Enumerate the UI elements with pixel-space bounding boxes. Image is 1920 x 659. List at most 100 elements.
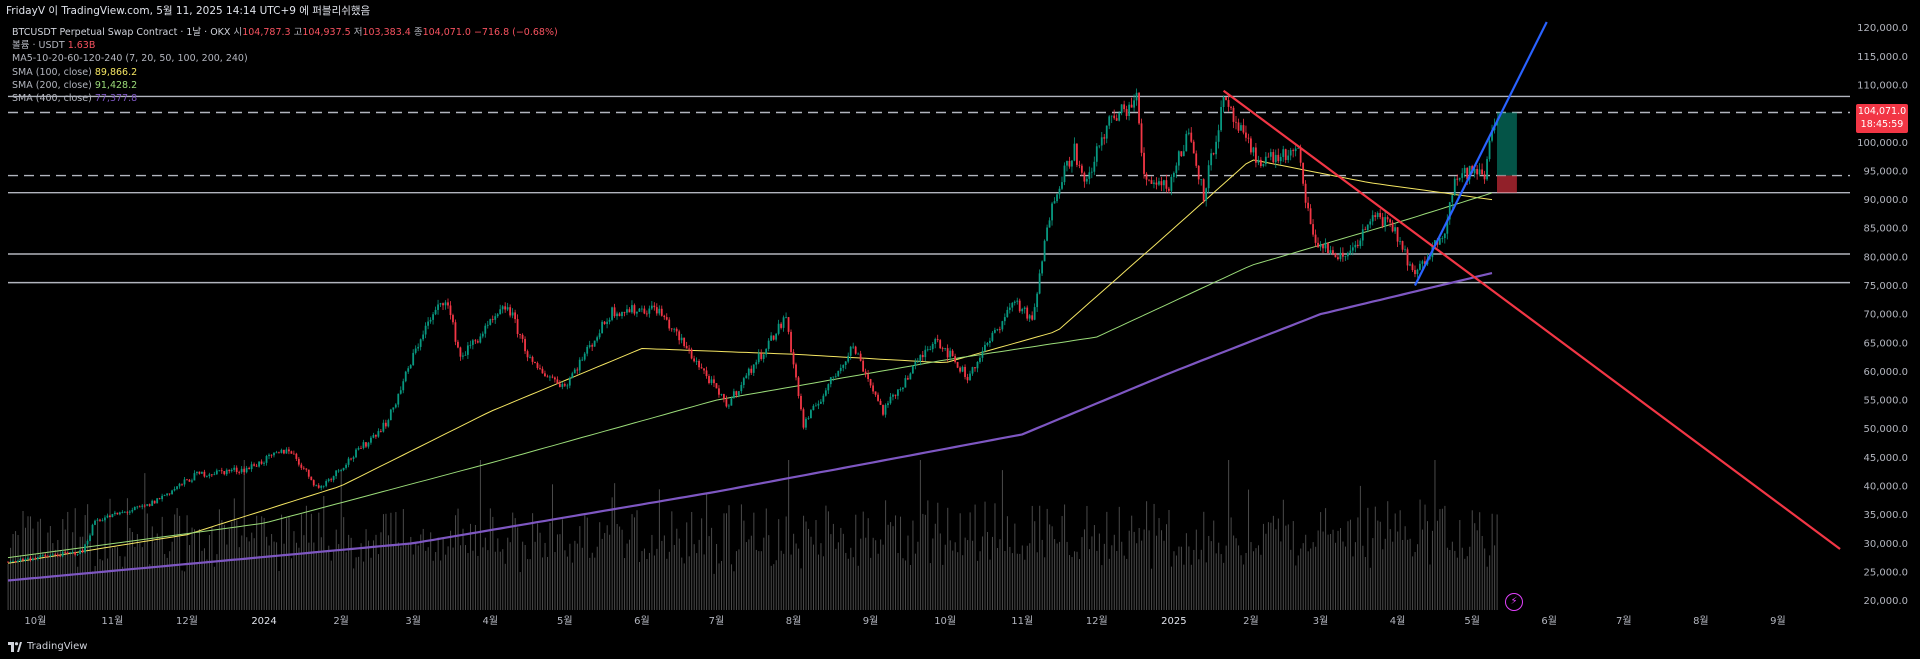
volume-bar	[793, 533, 795, 610]
candle-body	[101, 520, 104, 522]
volume-bar	[1133, 531, 1135, 610]
long-position-box[interactable]	[1497, 112, 1517, 193]
candle-body	[1324, 242, 1327, 249]
candle-body	[1056, 194, 1058, 202]
candle-body	[1200, 179, 1203, 181]
trendlines[interactable]	[1222, 21, 1841, 550]
time-axis[interactable]: 10월 11월 12월 2024 2월 3월 4월 5월 6월 7월 8월 9월 10월 11월 12월 20…	[24, 615, 1785, 627]
volume-bar	[1006, 516, 1008, 610]
volume-bar	[59, 550, 61, 610]
candle-body	[1090, 171, 1093, 173]
volume-bar	[427, 547, 429, 610]
candle-body	[1245, 132, 1247, 138]
volume-bar	[803, 515, 805, 610]
sma100-label[interactable]: SMA (100, close)	[12, 66, 92, 78]
volume-bar	[1074, 551, 1076, 610]
candle-body	[278, 452, 280, 454]
candle-body	[409, 365, 412, 369]
candle-body	[583, 353, 586, 360]
ma-ribbon-label[interactable]: MA5-10-20-60-120-240 (7, 20, 50, 100, 20…	[12, 53, 248, 65]
volume-bar	[972, 540, 974, 610]
volume-bar	[1049, 524, 1051, 610]
candle-body	[36, 557, 39, 559]
candle-body	[1349, 250, 1352, 253]
volume-bar	[1066, 541, 1068, 610]
brand-name[interactable]: TradingView	[27, 641, 88, 652]
volume-bar	[1148, 530, 1150, 610]
time-tick-label: 10월	[24, 615, 46, 627]
volume-bar	[666, 558, 668, 610]
volume-bar	[723, 513, 725, 610]
candle-body	[337, 470, 340, 472]
candle-body	[1456, 178, 1459, 180]
candle-body	[462, 355, 464, 357]
volume-bar	[94, 565, 96, 610]
candle-body	[710, 379, 713, 383]
candle-body	[1334, 253, 1337, 258]
candle-body	[678, 331, 681, 341]
candle-body	[1257, 159, 1260, 163]
candle-body	[904, 378, 907, 388]
volume-bar	[405, 542, 407, 610]
candle-body	[563, 384, 566, 386]
volume-bar	[1312, 542, 1314, 610]
candle-body	[824, 390, 827, 396]
volume-bar	[686, 522, 688, 610]
volume-bar	[775, 560, 777, 610]
sma400-label[interactable]: SMA (400, close)	[12, 93, 92, 105]
volume-bar	[927, 500, 929, 610]
candle-body	[1441, 238, 1444, 239]
candle-body	[389, 409, 392, 421]
volume-bar	[991, 536, 993, 610]
volume-bar	[907, 535, 909, 610]
candle-body	[1277, 154, 1280, 162]
candle-body	[877, 394, 879, 401]
candle-body	[1287, 155, 1290, 160]
candle-body	[447, 302, 449, 306]
candle-body	[1307, 202, 1309, 209]
candle-body	[1190, 132, 1193, 142]
volume-bar	[420, 534, 422, 610]
candle-body	[188, 479, 191, 482]
candle-body	[141, 505, 144, 507]
volume-bar	[671, 511, 673, 610]
sma200-label[interactable]: SMA (200, close)	[12, 79, 92, 91]
candle-body	[404, 371, 407, 382]
candle-body	[916, 361, 919, 363]
lightning-icon[interactable]: ⚡	[1505, 593, 1523, 611]
candle-body	[163, 495, 166, 496]
volume-bar	[1059, 541, 1061, 610]
sma100-value: 89,866.2	[94, 66, 138, 78]
volume-bar	[631, 514, 633, 610]
candle-body	[956, 361, 959, 368]
candle-body	[785, 317, 787, 318]
volume-bar	[1362, 545, 1364, 610]
candle-body	[1036, 293, 1039, 308]
candle-body	[1337, 257, 1339, 260]
volume-bar	[1456, 557, 1458, 610]
volume-bar	[186, 515, 188, 610]
volume-bar	[827, 511, 829, 610]
candle-body	[1396, 227, 1399, 242]
candle-body	[365, 442, 367, 447]
candle-body	[633, 305, 636, 314]
candle-body	[752, 364, 755, 373]
candle-body	[879, 400, 882, 405]
symbol-title[interactable]: BTCUSDT Perpetual Swap Contract · 1날 · O…	[12, 27, 231, 38]
volume-bar	[648, 552, 650, 610]
volume-bar	[934, 523, 936, 610]
candle-body	[370, 437, 372, 443]
publish-header: FridayV 이 TradingView.com, 5월 11, 2025 1…	[0, 0, 1920, 22]
candle-body	[173, 488, 176, 491]
volume-bar	[338, 544, 340, 610]
candle-body	[1103, 137, 1106, 139]
volume-bar	[1422, 529, 1424, 610]
candle-body	[889, 396, 892, 404]
volume-bar	[278, 570, 280, 610]
candle-body	[509, 307, 512, 316]
volume-bar	[994, 503, 996, 610]
candle-body	[99, 519, 101, 521]
candle-body	[740, 384, 743, 392]
candle-body	[1384, 217, 1387, 227]
